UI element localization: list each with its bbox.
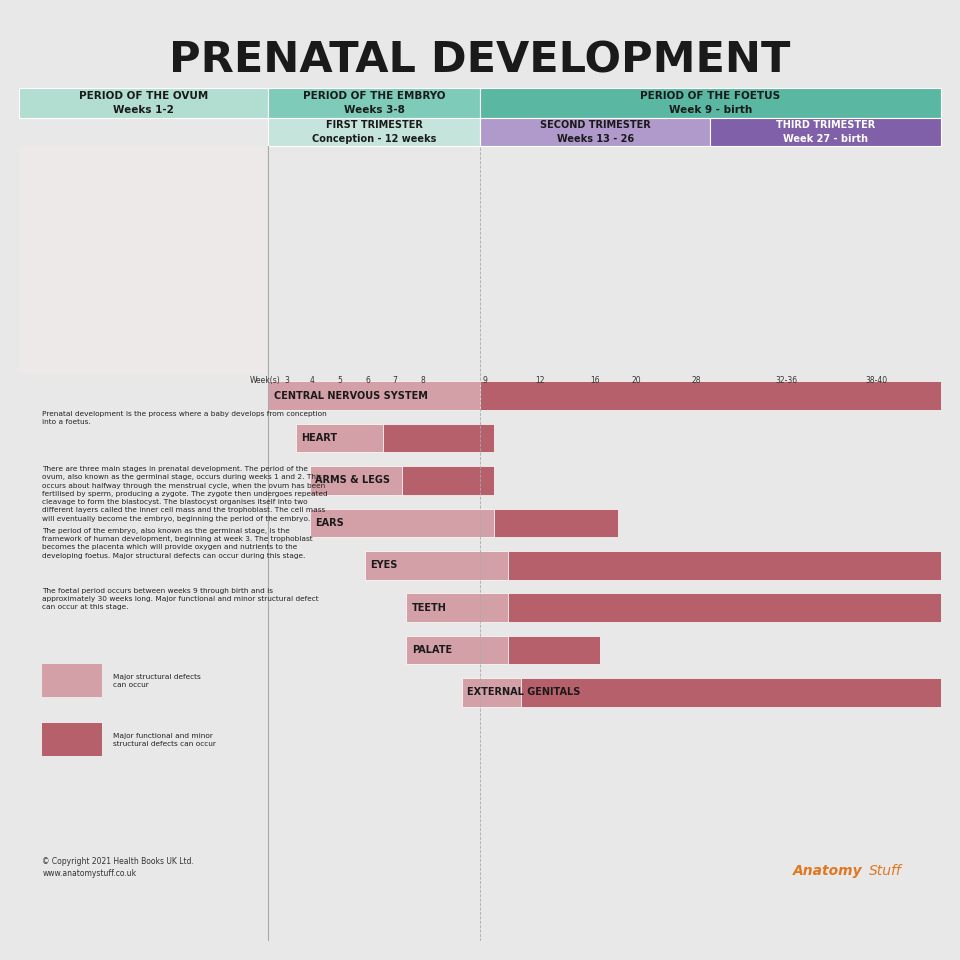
Text: 5: 5 bbox=[338, 376, 343, 385]
Text: © Copyright 2021 Health Books UK Ltd.
www.anatomystuff.co.uk: © Copyright 2021 Health Books UK Ltd. ww… bbox=[42, 857, 194, 878]
Text: 16: 16 bbox=[590, 376, 600, 385]
Text: The period of the embryo, also known as the germinal stage, is the
framework of : The period of the embryo, also known as … bbox=[42, 528, 313, 559]
Text: PALATE: PALATE bbox=[412, 645, 452, 655]
Text: PERIOD OF THE EMBRYO
Weeks 3-8: PERIOD OF THE EMBRYO Weeks 3-8 bbox=[302, 91, 445, 114]
Bar bbox=[406, 593, 508, 622]
Bar bbox=[480, 88, 941, 118]
Text: CENTRAL NERVOUS SYSTEM: CENTRAL NERVOUS SYSTEM bbox=[274, 391, 427, 400]
Bar bbox=[401, 467, 493, 494]
Text: FIRST TRIMESTER
Conception - 12 weeks: FIRST TRIMESTER Conception - 12 weeks bbox=[312, 121, 436, 144]
Bar bbox=[508, 636, 600, 664]
Bar bbox=[493, 509, 618, 538]
Bar bbox=[309, 467, 401, 494]
Text: 6: 6 bbox=[365, 376, 370, 385]
Bar bbox=[710, 118, 941, 146]
Text: TEETH: TEETH bbox=[412, 603, 446, 612]
Text: SECOND TRIMESTER
Weeks 13 - 26: SECOND TRIMESTER Weeks 13 - 26 bbox=[540, 121, 651, 144]
Text: 32-36: 32-36 bbox=[775, 376, 797, 385]
Bar bbox=[268, 381, 480, 410]
Text: There are three main stages in prenatal development. The period of the
ovum, als: There are three main stages in prenatal … bbox=[42, 467, 328, 521]
Text: Week(s): Week(s) bbox=[250, 376, 280, 385]
Text: 4: 4 bbox=[310, 376, 315, 385]
Bar bbox=[508, 593, 960, 622]
Bar bbox=[462, 678, 521, 707]
Text: 7: 7 bbox=[393, 376, 397, 385]
Text: PERIOD OF THE FOETUS
Week 9 - birth: PERIOD OF THE FOETUS Week 9 - birth bbox=[640, 91, 780, 114]
Bar bbox=[42, 664, 102, 698]
Bar bbox=[309, 509, 493, 538]
Bar bbox=[19, 146, 266, 374]
Bar bbox=[296, 423, 383, 452]
Text: 9: 9 bbox=[482, 376, 487, 385]
Text: The foetal period occurs between weeks 9 through birth and is
approximately 30 w: The foetal period occurs between weeks 9… bbox=[42, 588, 319, 611]
Bar bbox=[268, 118, 480, 146]
Text: Prenatal development is the process where a baby develops from conception
into a: Prenatal development is the process wher… bbox=[42, 411, 327, 425]
Text: 38-40: 38-40 bbox=[865, 376, 887, 385]
Bar bbox=[406, 636, 508, 664]
Text: 20: 20 bbox=[632, 376, 641, 385]
Bar bbox=[19, 88, 268, 118]
Text: THIRD TRIMESTER
Week 27 - birth: THIRD TRIMESTER Week 27 - birth bbox=[776, 121, 876, 144]
Text: EYES: EYES bbox=[371, 561, 397, 570]
Bar bbox=[268, 88, 480, 118]
Bar bbox=[521, 678, 960, 707]
Text: PRENATAL DEVELOPMENT: PRENATAL DEVELOPMENT bbox=[169, 39, 791, 82]
Bar bbox=[480, 381, 941, 410]
Bar bbox=[383, 423, 493, 452]
Bar bbox=[365, 551, 508, 580]
Text: Stuff: Stuff bbox=[870, 864, 902, 878]
Bar bbox=[508, 551, 960, 580]
Text: EXTERNAL GENITALS: EXTERNAL GENITALS bbox=[468, 687, 581, 697]
Text: 8: 8 bbox=[420, 376, 425, 385]
Bar bbox=[42, 723, 102, 756]
Text: HEART: HEART bbox=[301, 433, 337, 444]
Text: Anatomy: Anatomy bbox=[793, 864, 862, 878]
Text: Major structural defects
can occur: Major structural defects can occur bbox=[113, 674, 201, 688]
Text: 3: 3 bbox=[284, 376, 289, 385]
Text: ARMS & LEGS: ARMS & LEGS bbox=[315, 475, 390, 486]
Text: PERIOD OF THE OVUM
Weeks 1-2: PERIOD OF THE OVUM Weeks 1-2 bbox=[79, 91, 208, 114]
Bar bbox=[480, 118, 710, 146]
Text: Major functional and minor
structural defects can occur: Major functional and minor structural de… bbox=[113, 732, 216, 747]
Text: EARS: EARS bbox=[315, 517, 344, 528]
Text: 12: 12 bbox=[535, 376, 544, 385]
Text: 28: 28 bbox=[692, 376, 702, 385]
